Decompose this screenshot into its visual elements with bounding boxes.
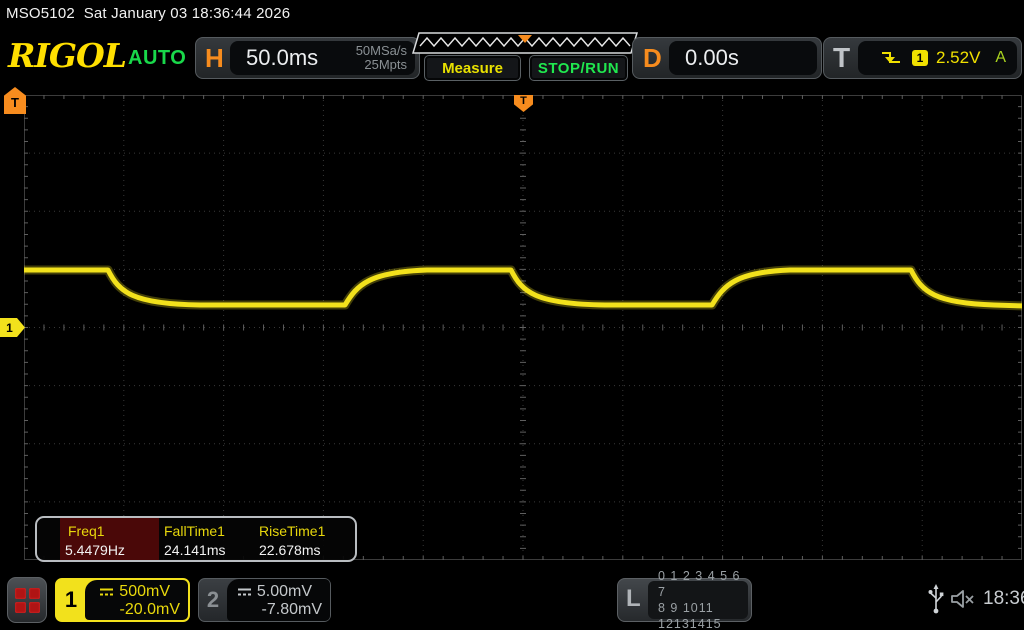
delay-pill: 0.00s [669,41,817,75]
measurement-label: RiseTime1 [259,523,326,539]
timebase-value: 50.0ms [246,45,319,70]
channel2-values: 5.00mV -7.80mV [227,579,330,621]
ch1-ground-marker[interactable]: 1 [0,318,25,337]
falling-edge-icon [882,52,900,63]
horizontal-delay-box[interactable]: D 0.00s [632,37,822,79]
memory-position-bar[interactable] [412,32,638,54]
measurement-label: Freq1 [68,523,105,539]
trigger-level-marker[interactable]: T [4,87,26,114]
display-window-marker[interactable] [518,35,532,43]
logic-row-high: 8 9 1011 12131415 [658,601,722,630]
sound-muted-icon [951,590,974,608]
rigol-logo: RIGOL [8,36,127,75]
trigger-pill: 1 2.52V A [858,41,1017,75]
measurement-value: 5.4479Hz [65,542,125,558]
measurement-value: 22.678ms [259,542,321,558]
measure-button-label: Measure [442,59,503,77]
menu-grid-icon [14,587,40,613]
channel1-box[interactable]: 1 500mV -20.0mV [55,578,190,622]
channel2-scale: 5.00mV [256,582,312,600]
sample-rate: 50MSa/s [355,43,407,58]
clock: 18:36 [983,588,1024,609]
dc-coupling-icon [237,588,251,595]
measurement-selected-highlight [60,518,159,560]
trigger-level-value: 2.52V [936,48,981,67]
logic-row-low: 0 1 2 3 4 5 6 7 [658,569,741,599]
trigger-sweep-mode: A [995,49,1006,66]
acquisition-info: 50MSa/s 25Mpts [356,44,407,72]
trigger-position-marker-label: T [520,95,527,107]
logic-label: L [626,585,641,612]
measure-button[interactable]: Measure [424,55,521,81]
logic-channel-list: 0 1 2 3 4 5 6 7 8 9 1011 12131415 [648,569,748,630]
usb-icon [928,584,944,614]
channel2-box[interactable]: 2 5.00mV -7.80mV [198,578,331,622]
channel1-offset: -20.0mV [119,600,180,618]
channel2-offset: -7.80mV [261,600,322,618]
stop-run-button-label: STOP/RUN [537,59,620,77]
logic-channels-box[interactable]: L 0 1 2 3 4 5 6 7 8 9 1011 12131415 [617,569,752,630]
horizontal-timebase-box[interactable]: H 50.0ms 50MSa/s 25Mpts [195,37,420,79]
delay-value: 0.00s [685,45,739,70]
status-spacer [75,5,84,22]
datetime: Sat January 03 18:36:44 2026 [83,5,291,22]
horizontal-label: H [205,43,224,73]
measurement-value: 24.141ms [164,542,226,558]
channel2-number: 2 [206,587,220,612]
model-name: MSO5102 [6,5,75,22]
channel1-scale: 500mV [119,582,170,600]
ch1-waveform [24,267,1022,309]
memory-depth: 25Mpts [364,57,407,72]
trigger-level-marker-label: T [11,95,19,110]
grid-ticks [24,95,1022,560]
measurement-panel[interactable]: Freq1 5.4479Hz FallTime1 24.141ms RiseTi… [35,516,357,562]
trigger-source-badge: 1 [912,50,928,66]
graticule [24,95,1022,560]
trigger-label: T [833,42,851,73]
quick-menu-button[interactable] [7,577,47,623]
channel1-values: 500mV -20.0mV [85,580,188,620]
stop-run-button[interactable]: STOP/RUN [529,55,628,81]
trigger-position-marker[interactable]: T [514,95,533,112]
trigger-status: AUTO [128,47,187,69]
channel1-number: 1 [64,587,78,612]
dc-coupling-icon [100,588,114,595]
trigger-box[interactable]: T 1 2.52V A [823,37,1022,79]
delay-label: D [643,43,662,73]
measurement-label: FallTime1 [164,523,225,539]
timebase-pill: 50.0ms 50MSa/s 25Mpts [230,41,415,75]
status-line: MSO5102 Sat January 03 18:36:44 2026 [6,5,290,22]
ch1-ground-marker-label: 1 [6,320,13,335]
